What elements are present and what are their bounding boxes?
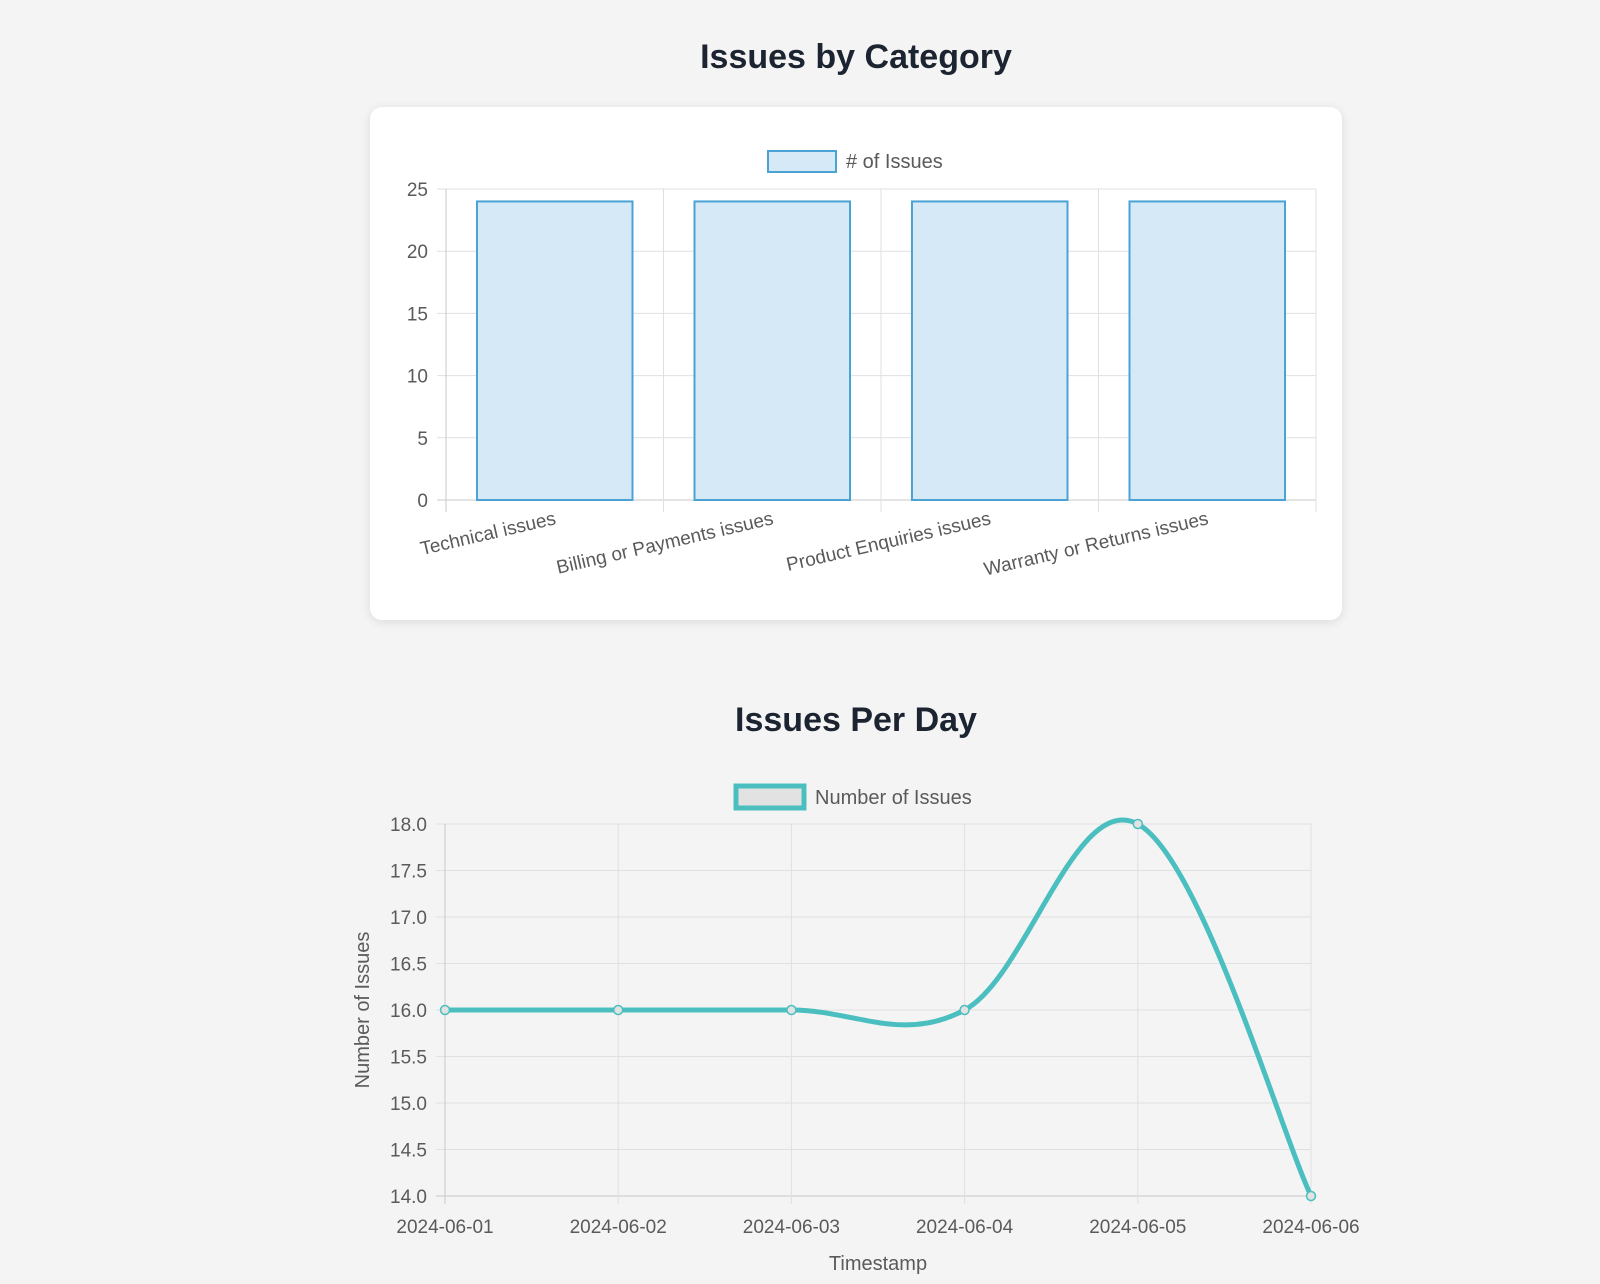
y-tick-label: 14.5 (390, 1141, 427, 1162)
legend-swatch (767, 150, 837, 173)
legend-label: # of Issues (846, 151, 943, 173)
y-tick-label: 15.0 (390, 1094, 427, 1115)
data-point (959, 1004, 970, 1016)
bar (1128, 200, 1287, 501)
y-tick-label: 10 (407, 367, 428, 388)
y-tick-label: 20 (407, 242, 428, 263)
y-tick-label: 16.5 (390, 955, 427, 976)
data-point (612, 1004, 624, 1016)
x-axis-title: Timestamp (829, 1253, 927, 1275)
legend-swatch (733, 783, 807, 811)
legend-label: Number of Issues (815, 787, 972, 809)
bar (475, 200, 634, 501)
y-tick-label: 5 (417, 429, 428, 450)
x-tick-label: 2024-06-04 (916, 1217, 1014, 1238)
y-tick-label: 25 (407, 180, 428, 201)
data-point (1305, 1190, 1317, 1202)
y-tick-label: 17.5 (390, 862, 427, 883)
y-axis-title: Number of Issues (352, 932, 374, 1089)
y-tick-label: 0 (417, 491, 428, 512)
y-tick-label: 15 (407, 304, 428, 325)
y-tick-label: 17.0 (390, 908, 427, 929)
x-tick-label: 2024-06-05 (1089, 1217, 1186, 1238)
x-tick-label: 2024-06-01 (396, 1217, 493, 1238)
x-tick-label: 2024-06-02 (570, 1217, 667, 1238)
bar (910, 200, 1069, 501)
y-tick-label: 18.0 (390, 815, 427, 836)
y-tick-label: 15.5 (390, 1048, 427, 1069)
category-chart-title: Issues by Category (700, 38, 1012, 76)
y-tick-label: 16.0 (390, 1001, 427, 1022)
y-tick-label: 14.0 (390, 1187, 427, 1208)
series-line (445, 817, 1314, 1198)
perday-chart-title: Issues Per Day (735, 701, 977, 739)
bar (693, 200, 852, 501)
data-point (1132, 818, 1144, 830)
data-point (786, 1004, 797, 1016)
x-tick-label: 2024-06-03 (743, 1217, 840, 1238)
data-point (439, 1004, 451, 1016)
x-tick-label: 2024-06-06 (1262, 1217, 1359, 1238)
